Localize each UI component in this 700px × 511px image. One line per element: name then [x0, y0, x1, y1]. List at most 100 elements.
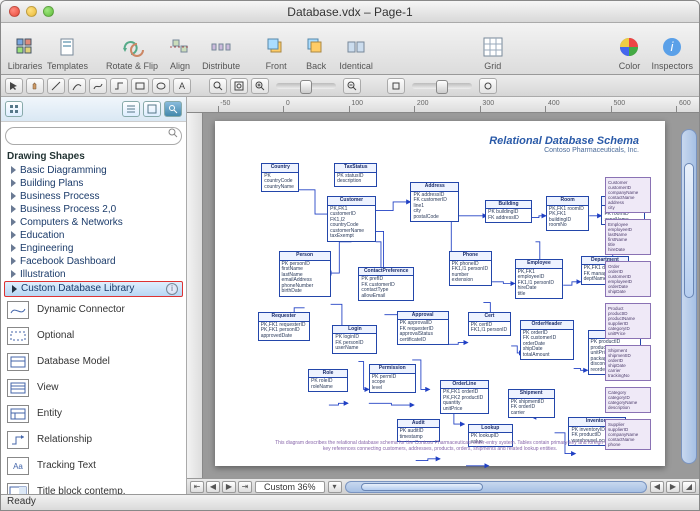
- snap-toggle[interactable]: [387, 78, 405, 94]
- sidebar-category[interactable]: Basic Diagramming: [1, 164, 186, 177]
- schema-node[interactable]: AuditPK auditID timestamp: [397, 419, 440, 443]
- shape-item[interactable]: Dynamic Connector: [1, 297, 186, 323]
- zoom-icon[interactable]: [43, 6, 54, 17]
- minimize-icon[interactable]: [26, 6, 37, 17]
- side-entity-card[interactable]: Supplier supplierID companyName contactN…: [605, 419, 651, 450]
- side-entity-card[interactable]: Product productID productName supplierID…: [605, 303, 651, 339]
- schema-node[interactable]: OrderHeaderPK orderIDFK customerID order…: [520, 320, 574, 360]
- schema-node[interactable]: EmployeePK,FK1 employeeIDFK1,I1 personID…: [515, 259, 564, 299]
- sidebar-view-thumb[interactable]: [5, 101, 23, 117]
- toolbar-grid[interactable]: Grid: [475, 34, 511, 71]
- close-icon[interactable]: [9, 6, 20, 17]
- schema-node[interactable]: PhonePK phoneIDFK1,I1 personID number ex…: [449, 251, 492, 286]
- resize-grip-icon[interactable]: ◢: [682, 481, 696, 493]
- sidebar-search-toggle[interactable]: [164, 101, 182, 117]
- tool-spline[interactable]: [89, 78, 107, 94]
- page-next-button[interactable]: ▶: [222, 481, 236, 493]
- shape-item[interactable]: Entity: [1, 401, 186, 427]
- tool-text[interactable]: A: [173, 78, 191, 94]
- schema-node[interactable]: CountryPK countryCode countryName: [261, 163, 299, 192]
- tool-ellipse[interactable]: [152, 78, 170, 94]
- shape-thumbnail-icon: [7, 353, 29, 371]
- tool-rect[interactable]: [131, 78, 149, 94]
- horizontal-scrollbar[interactable]: [345, 481, 647, 493]
- category-header: Drawing Shapes: [1, 148, 186, 164]
- sidebar-category[interactable]: Business Process 2,0: [1, 203, 186, 216]
- sidebar-category[interactable]: Custom Database Libraryi: [4, 281, 183, 297]
- snap-slider[interactable]: [412, 83, 472, 89]
- toolbar-identical[interactable]: Identical: [338, 34, 374, 71]
- tool-line[interactable]: [47, 78, 65, 94]
- disclosure-triangle-icon: [11, 166, 16, 174]
- side-entity-card[interactable]: Customer customerID companyName contactN…: [605, 177, 651, 213]
- page-prev-button[interactable]: ◀: [206, 481, 220, 493]
- toolbar-rotate-flip[interactable]: Rotate & Flip: [106, 34, 158, 71]
- page-last-button[interactable]: ⇥: [238, 481, 252, 493]
- shape-item[interactable]: Title block contemp.: [1, 479, 186, 495]
- shape-item[interactable]: Database Model: [1, 349, 186, 375]
- side-entity-card[interactable]: Employee employeeID lastName firstName t…: [605, 219, 651, 255]
- shape-item[interactable]: View: [1, 375, 186, 401]
- shape-item[interactable]: AaTracking Text: [1, 453, 186, 479]
- sidebar-category[interactable]: Engineering: [1, 242, 186, 255]
- sidebar-category[interactable]: Illustration: [1, 268, 186, 281]
- zoom-indicator[interactable]: Custom 36%: [255, 481, 325, 493]
- toolbar-back[interactable]: Back: [298, 34, 334, 71]
- sidebar-category[interactable]: Education: [1, 229, 186, 242]
- tool-hand[interactable]: [26, 78, 44, 94]
- snap-settings[interactable]: [479, 78, 497, 94]
- side-entity-card[interactable]: Shipment shipmentID orderID shipDate car…: [605, 345, 651, 381]
- toolbar-distribute[interactable]: Distribute: [202, 34, 240, 71]
- schema-node[interactable]: CustomerPK,FK1 customerIDFK1,I2 countryC…: [327, 196, 376, 242]
- tool-pointer[interactable]: [5, 78, 23, 94]
- shape-item[interactable]: Relationship: [1, 427, 186, 453]
- scroll-left-button[interactable]: ◀: [650, 481, 664, 493]
- tool-zoom-fit[interactable]: [230, 78, 248, 94]
- schema-node[interactable]: RequesterPK,FK1 requesterIDPK,FK1 person…: [258, 312, 310, 341]
- sidebar-view-detail[interactable]: [143, 101, 161, 117]
- zoom-slider[interactable]: [276, 83, 336, 89]
- schema-node[interactable]: LoginPK loginIDFK personID userName: [332, 325, 377, 354]
- sidebar-category[interactable]: Building Plans: [1, 177, 186, 190]
- schema-node[interactable]: AddressPK addressIDFK customerID line1 c…: [410, 182, 459, 222]
- schema-node[interactable]: ApprovalPK approvalIDFK requesterID appr…: [397, 311, 449, 346]
- vertical-scrollbar[interactable]: [681, 129, 697, 464]
- schema-node[interactable]: BuildingPK buildingIDFK addressID: [485, 200, 532, 224]
- search-input[interactable]: [5, 127, 182, 145]
- schema-node[interactable]: RolePK roleID roleName: [308, 369, 348, 393]
- schema-node[interactable]: TaxStatusPK statusID description: [334, 163, 377, 187]
- schema-node[interactable]: RoomPK,FK1 roomIDPK,FK1 buildingID roomN…: [546, 196, 589, 231]
- page-first-button[interactable]: ⇤: [190, 481, 204, 493]
- tool-connector[interactable]: [110, 78, 128, 94]
- canvas[interactable]: Relational Database Schema Contoso Pharm…: [203, 113, 699, 478]
- toolbar-libraries[interactable]: Libraries: [7, 34, 43, 71]
- main-area: Drawing Shapes Basic DiagrammingBuilding…: [1, 97, 699, 494]
- sidebar-category[interactable]: Business Process: [1, 190, 186, 203]
- toolbar-color[interactable]: Color: [611, 34, 647, 71]
- schema-node[interactable]: PermissionPK permID scope level: [369, 364, 416, 393]
- toolbar-inspectors[interactable]: i Inspectors: [651, 34, 693, 71]
- schema-node[interactable]: CertPK certIDFK1,I1 personID: [468, 312, 511, 336]
- toolbar-templates[interactable]: Templates: [47, 34, 88, 71]
- sidebar-view-list[interactable]: [122, 101, 140, 117]
- side-entity-cards: Customer customerID companyName contactN…: [605, 177, 651, 418]
- schema-node[interactable]: OrderLinePK,FK1 orderIDPK,FK2 productID …: [440, 380, 489, 415]
- tool-zoom-out[interactable]: [343, 78, 361, 94]
- info-disc-icon[interactable]: i: [166, 283, 178, 295]
- side-entity-card[interactable]: Category categoryID categoryName descrip…: [605, 387, 651, 413]
- side-entity-card[interactable]: Order orderID customerID employeeID orde…: [605, 261, 651, 297]
- schema-node[interactable]: PersonPK personID firstName lastName ema…: [279, 251, 331, 297]
- sidebar-category[interactable]: Facebook Dashboard: [1, 255, 186, 268]
- scroll-right-button[interactable]: ▶: [666, 481, 680, 493]
- schema-node[interactable]: ContactPreferencePK prefIDFK customerID …: [358, 267, 414, 302]
- schema-node[interactable]: ShipmentPK shipmentIDFK orderID carrier: [508, 389, 555, 418]
- zoom-dropdown-icon[interactable]: ▾: [328, 481, 342, 493]
- tool-zoom-in[interactable]: [251, 78, 269, 94]
- toolbar-front[interactable]: Front: [258, 34, 294, 71]
- toolbar-align[interactable]: Align: [162, 34, 198, 71]
- shape-item[interactable]: Optional: [1, 323, 186, 349]
- sidebar-category[interactable]: Computers & Networks: [1, 216, 186, 229]
- tool-zoom-actual[interactable]: [209, 78, 227, 94]
- tool-arc[interactable]: [68, 78, 86, 94]
- disclosure-triangle-icon: [11, 218, 16, 226]
